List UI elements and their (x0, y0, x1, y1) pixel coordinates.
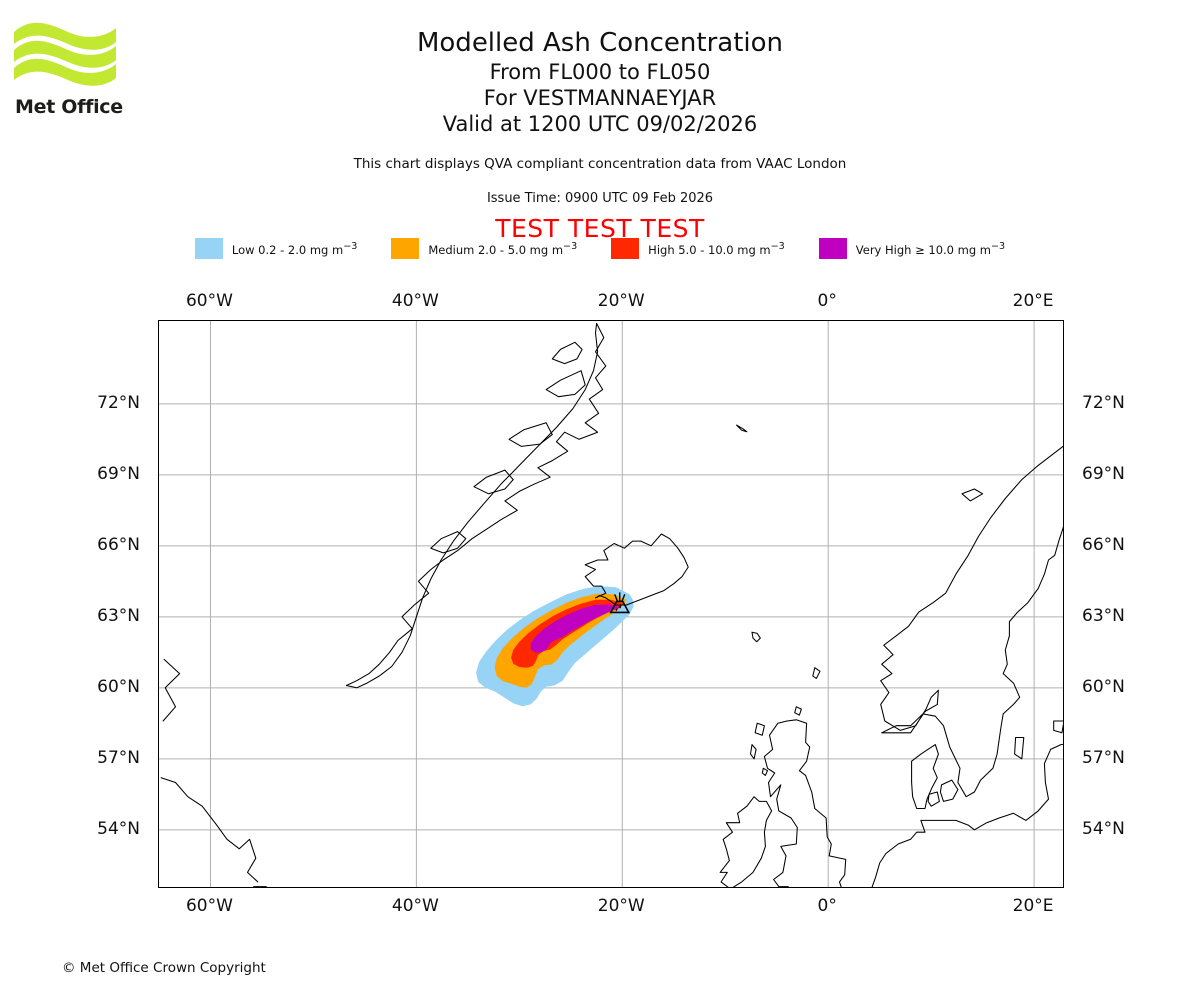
coastline-path (927, 791, 940, 807)
coastline-path (1053, 720, 1063, 734)
lat-tick-label: 66°N (1082, 534, 1125, 555)
coastline-path (751, 631, 761, 643)
longitude-axis-top: 60°W 40°W 20°W 0° 20°E (158, 291, 1064, 313)
qva-note: This chart displays QVA compliant concen… (353, 156, 847, 172)
lon-tick-label: 20°W (597, 896, 645, 916)
legend-item-low: Low 0.2 - 2.0 mg m−3 (194, 238, 391, 259)
plume-contour-very-high (530, 604, 622, 653)
lat-tick-label: 57°N (1082, 747, 1125, 768)
copyright-notice: © Met Office Crown Copyright (62, 960, 266, 976)
coastline-path (618, 605, 622, 609)
lon-tick-label: 60°W (185, 896, 233, 916)
coastline-path (961, 488, 984, 502)
legend-swatch-very-high (818, 238, 847, 259)
lat-tick-label: 72°N (1082, 392, 1125, 413)
coastline-path (880, 445, 1063, 798)
coastline-path (508, 422, 553, 447)
map-canvas (159, 321, 1063, 887)
legend-item-medium: Medium 2.0 - 5.0 mg m−3 (391, 238, 611, 259)
legend-label-very-high: Very High ≥ 10.0 mg m−3 (855, 240, 1006, 257)
coastline-path (939, 779, 959, 802)
lon-tick-label: 60°W (185, 291, 233, 311)
latitude-axis-right: 72°N 69°N 66°N 63°N 60°N 57°N 54°N (1072, 320, 1200, 888)
coastline-path (794, 706, 802, 716)
coastline-path (162, 658, 181, 722)
lat-tick-label: 63°N (1082, 605, 1125, 626)
issue-time: Issue Time: 0900 UTC 09 Feb 2026 (486, 191, 714, 206)
lon-tick-label: 40°W (391, 291, 439, 311)
coastline-path (736, 424, 748, 433)
lat-tick-label: 69°N (1082, 463, 1125, 484)
test-banner: TEST TEST TEST (495, 214, 705, 243)
coastline-path (812, 667, 821, 679)
valid-time-line: Valid at 1200 UTC 09/02/2026 (442, 112, 758, 136)
concentration-legend: Low 0.2 - 2.0 mg m−3 Medium 2.0 - 5.0 mg… (0, 238, 1200, 259)
map-plot-area[interactable] (158, 320, 1064, 888)
latitude-axis-left: 72°N 69°N 66°N 63°N 60°N 57°N 54°N (0, 320, 150, 888)
lat-tick-label: 60°N (1082, 676, 1125, 697)
legend-item-high: High 5.0 - 10.0 mg m−3 (611, 238, 819, 259)
coastline-path (253, 886, 268, 887)
legend-label-low: Low 0.2 - 2.0 mg m−3 (231, 240, 358, 257)
legend-swatch-high (611, 238, 640, 259)
longitude-axis-bottom: 60°W 40°W 20°W 0° 20°E (158, 896, 1064, 918)
lon-tick-label: 40°W (391, 896, 439, 916)
coastline-path (551, 341, 583, 365)
coastline-path (911, 744, 939, 810)
coastline-path (761, 767, 769, 776)
lon-tick-label: 20°W (597, 291, 645, 311)
coastline-path (545, 370, 586, 398)
coastline-path (1014, 736, 1025, 760)
coastline-path (160, 777, 259, 883)
lat-tick-label: 54°N (97, 818, 140, 839)
lat-tick-label: 54°N (1082, 818, 1125, 839)
lon-tick-label: 0° (817, 291, 837, 311)
lat-tick-label: 60°N (97, 676, 140, 697)
coastlines (160, 322, 1063, 887)
legend-swatch-low (194, 238, 223, 259)
coastline-path (871, 743, 1063, 887)
coastline-path (615, 608, 618, 611)
legend-label-medium: Medium 2.0 - 5.0 mg m−3 (428, 240, 578, 257)
coastline-path (473, 469, 514, 495)
flight-level-line: From FL000 to FL050 (489, 60, 711, 84)
coastline-path (584, 533, 689, 606)
met-office-waves-icon (14, 22, 116, 86)
lat-tick-label: 63°N (97, 605, 140, 626)
coastline-path (719, 796, 773, 887)
lon-tick-label: 0° (817, 896, 837, 916)
coastline-path (345, 322, 607, 689)
legend-label-high: High 5.0 - 10.0 mg m−3 (648, 240, 785, 257)
coastline-path (763, 719, 847, 887)
lon-tick-label: 20°E (1012, 896, 1054, 916)
met-office-wordmark: Met Office (15, 96, 123, 118)
coastline-path (749, 744, 757, 760)
met-office-logo: Met Office (10, 18, 210, 118)
lon-tick-label: 20°E (1012, 291, 1054, 311)
volcano-marker-icon (609, 592, 631, 614)
coastline-path (754, 722, 765, 736)
coastline-path (430, 531, 467, 554)
legend-swatch-medium (391, 238, 420, 259)
page-title: Modelled Ash Concentration (416, 28, 784, 58)
legend-item-very-high: Very High ≥ 10.0 mg m−3 (818, 238, 1006, 259)
title-block: Modelled Ash Concentration From FL000 to… (0, 28, 1200, 137)
lat-tick-label: 69°N (97, 463, 140, 484)
ash-plume-contours (476, 586, 634, 707)
volcano-name-line: For VESTMANNAEYJAR (483, 86, 717, 110)
lat-tick-label: 66°N (97, 534, 140, 555)
lat-tick-label: 57°N (97, 747, 140, 768)
map-container[interactable] (158, 320, 1064, 888)
lat-tick-label: 72°N (97, 392, 140, 413)
